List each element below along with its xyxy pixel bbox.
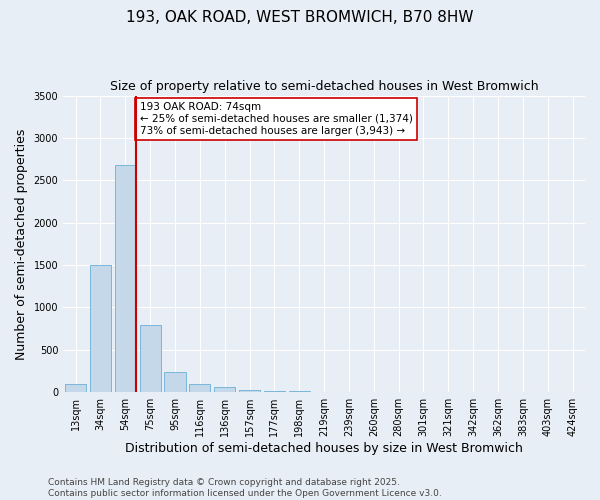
Bar	[189, 384, 211, 392]
Bar	[90, 265, 111, 392]
Bar	[65, 384, 86, 392]
Bar	[115, 165, 136, 392]
Title: Size of property relative to semi-detached houses in West Bromwich: Size of property relative to semi-detach…	[110, 80, 538, 93]
Bar	[214, 387, 235, 392]
Text: 193 OAK ROAD: 74sqm
← 25% of semi-detached houses are smaller (1,374)
73% of sem: 193 OAK ROAD: 74sqm ← 25% of semi-detach…	[140, 102, 412, 136]
Bar	[164, 372, 185, 392]
Text: 193, OAK ROAD, WEST BROMWICH, B70 8HW: 193, OAK ROAD, WEST BROMWICH, B70 8HW	[126, 10, 474, 25]
Bar	[289, 391, 310, 392]
Text: Contains HM Land Registry data © Crown copyright and database right 2025.
Contai: Contains HM Land Registry data © Crown c…	[48, 478, 442, 498]
Bar	[140, 325, 161, 392]
Bar	[239, 390, 260, 392]
X-axis label: Distribution of semi-detached houses by size in West Bromwich: Distribution of semi-detached houses by …	[125, 442, 523, 455]
Y-axis label: Number of semi-detached properties: Number of semi-detached properties	[15, 128, 28, 360]
Bar	[264, 390, 285, 392]
